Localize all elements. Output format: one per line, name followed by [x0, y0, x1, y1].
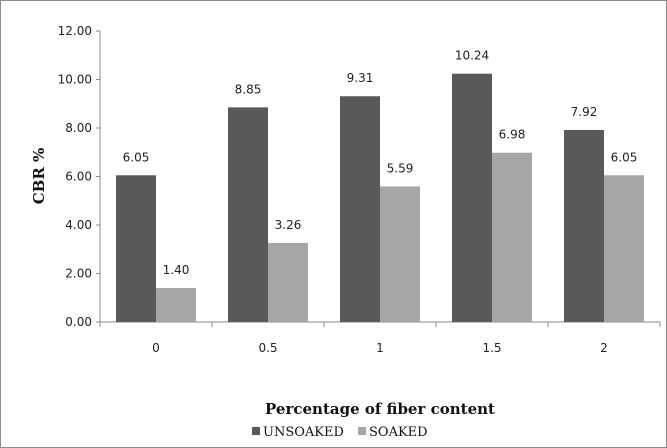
- legend-label-unsoaked: UNSOAKED: [263, 425, 344, 440]
- legend-label-soaked: SOAKED: [369, 425, 428, 440]
- y-ticks: 0.00 2.00 4.00 6.00 8.00 10.00 12.00: [58, 24, 100, 329]
- bar-soaked-0: [156, 288, 196, 322]
- bar-soaked-0.5: [268, 242, 308, 322]
- bar-unsoaked-1: [340, 96, 380, 322]
- data-label-unsoaked-0: 6.05: [123, 150, 150, 164]
- y-tick-label: 12.00: [58, 24, 92, 38]
- data-label-unsoaked-1.5: 10.24: [455, 49, 489, 63]
- y-tick-label: 8.00: [65, 121, 92, 135]
- bar-soaked-1: [380, 186, 420, 322]
- x-axis: 0 0.5 1 1.5 2: [99, 321, 661, 355]
- x-tick-label: 1: [376, 341, 384, 355]
- y-axis-title: CBR %: [30, 148, 48, 205]
- bar-soaked-2: [604, 175, 644, 322]
- bar-unsoaked-1.5: [452, 73, 492, 323]
- data-label-unsoaked-1: 9.31: [347, 71, 374, 85]
- y-axis: 0.00 2.00 4.00 6.00 8.00 10.00 12.00: [58, 24, 101, 329]
- x-tick-label: 0.5: [258, 341, 277, 355]
- bar-unsoaked-0: [116, 175, 156, 322]
- bar-unsoaked-2: [564, 129, 604, 322]
- data-label-soaked-1: 5.59: [387, 161, 414, 175]
- x-axis-title: Percentage of fiber content: [265, 400, 495, 418]
- x-tick-label: 0: [152, 341, 160, 355]
- data-label-soaked-2: 6.05: [611, 150, 638, 164]
- data-label-soaked-0.5: 3.26: [275, 218, 302, 232]
- y-tick-label: 0.00: [65, 315, 92, 329]
- legend: UNSOAKED SOAKED: [252, 425, 428, 440]
- data-labels: 6.05 1.40 8.85 3.26 9.31 5.59 10.24 6.98 7.92 6.0…: [123, 49, 638, 277]
- legend-swatch-unsoaked: [252, 427, 260, 435]
- x-tick-label: 2: [600, 341, 608, 355]
- y-tick-label: 4.00: [65, 218, 92, 232]
- bar-unsoaked-0.5: [228, 107, 268, 322]
- x-tick-label: 1.5: [482, 341, 501, 355]
- bars: [116, 73, 644, 323]
- y-tick-label: 10.00: [58, 73, 92, 87]
- x-ticks: 0 0.5 1 1.5 2: [99, 322, 661, 355]
- y-tick-label: 6.00: [65, 170, 92, 184]
- legend-swatch-soaked: [358, 427, 366, 435]
- data-label-soaked-0: 1.40: [163, 263, 190, 277]
- y-tick-label: 2.00: [65, 267, 92, 281]
- data-label-unsoaked-2: 7.92: [571, 105, 598, 119]
- data-label-soaked-1.5: 6.98: [499, 128, 526, 142]
- bar-soaked-1.5: [492, 152, 532, 322]
- data-label-unsoaked-0.5: 8.85: [235, 82, 262, 96]
